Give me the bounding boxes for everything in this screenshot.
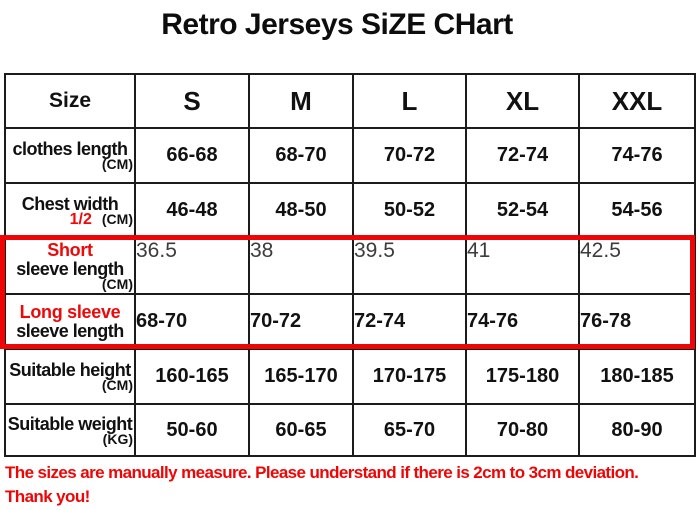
row-label-text: sleeve length [16, 259, 124, 279]
cell-value: 70-72 [352, 127, 467, 184]
cell-value: 80-90 [578, 403, 696, 457]
cell-value: 180-185 [578, 348, 696, 405]
cell-value: 66-68 [134, 127, 250, 184]
cell-value: 39.5 [352, 237, 467, 295]
row-short-sleeve: Short sleeve length (CM) 36.5 38 39.5 41… [4, 237, 696, 295]
cell-value: 70-80 [465, 403, 580, 457]
cell-value: 72-74 [465, 127, 580, 184]
cell-value: 76-78 [578, 293, 696, 350]
cell-value: 68-70 [134, 293, 250, 350]
cell-value: 175-180 [465, 348, 580, 405]
row-label-chest-width: Chest width 1/2 (CM) [4, 182, 136, 239]
row-label-text: clothes length [12, 139, 128, 159]
cell-value: 68-70 [248, 127, 354, 184]
row-label-suitable-height: Suitable height (CM) [4, 348, 136, 405]
row-label-unit: (KG) [102, 430, 133, 447]
footnote-line-2: Thank you! [5, 487, 90, 506]
row-label-clothes-length: clothes length (CM) [4, 127, 136, 184]
cell-value: 70-72 [248, 293, 354, 350]
row-label-unit: (CM) [101, 210, 133, 227]
cell-value: 72-74 [352, 293, 467, 350]
page-title: Retro Jerseys SiZE CHart [161, 8, 513, 41]
header-col-l: L [352, 73, 467, 129]
row-suitable-weight: Suitable weight (KG) 50-60 60-65 65-70 7… [4, 403, 696, 457]
row-long-sleeve: Long sleeve sleeve length 68-70 70-72 72… [4, 293, 696, 350]
footnote: The sizes are manually measure. Please u… [5, 461, 639, 509]
size-chart-table: Size S M L XL XXL clothes length (CM) 66… [4, 73, 696, 457]
cell-value: 60-65 [248, 403, 354, 457]
row-label-unit: (CM) [101, 377, 133, 393]
cell-value: 38 [248, 237, 354, 295]
row-suitable-height: Suitable height (CM) 160-165 165-170 170… [4, 348, 696, 405]
footnote-line-1: The sizes are manually measure. Please u… [5, 463, 639, 482]
cell-value: 41 [465, 237, 580, 295]
table-header-row: Size S M L XL XXL [4, 73, 696, 129]
cell-value: 170-175 [352, 348, 467, 405]
row-label-text: Suitable weight [7, 413, 133, 434]
row-label-short-sleeve: Short sleeve length (CM) [4, 237, 136, 295]
header-col-m: M [248, 73, 354, 129]
row-label-text: sleeve length [16, 320, 124, 341]
row-clothes-length: clothes length (CM) 66-68 68-70 70-72 72… [4, 127, 696, 184]
row-label-long-sleeve: Long sleeve sleeve length [4, 293, 136, 350]
cell-value: 165-170 [248, 348, 354, 405]
header-col-xxl: XXL [578, 73, 696, 129]
row-chest-width: Chest width 1/2 (CM) 46-48 48-50 50-52 5… [4, 182, 696, 239]
row-label-unit: (CM) [101, 276, 133, 292]
cell-value: 54-56 [578, 182, 696, 239]
row-label-accent: Short [47, 240, 93, 260]
row-label-text: Suitable height [9, 360, 131, 380]
row-label-fraction: 1/2 [69, 210, 92, 228]
row-label-suitable-weight: Suitable weight (KG) [4, 403, 136, 457]
row-label-unit: (CM) [101, 156, 133, 172]
row-label-accent: Long sleeve [19, 301, 121, 322]
cell-value: 74-76 [578, 127, 696, 184]
row-label-line2: 1/2 (CM) [7, 210, 133, 228]
cell-value: 65-70 [352, 403, 467, 457]
cell-value: 52-54 [465, 182, 580, 239]
cell-value: 50-60 [134, 403, 250, 457]
cell-value: 74-76 [465, 293, 580, 350]
cell-value: 160-165 [134, 348, 250, 405]
cell-value: 42.5 [578, 237, 696, 295]
cell-value: 50-52 [352, 182, 467, 239]
row-label-text: Chest width [21, 193, 119, 214]
cell-value: 46-48 [134, 182, 250, 239]
header-col-s: S [134, 73, 250, 129]
header-size: Size [4, 73, 136, 129]
cell-value: 36.5 [134, 237, 250, 295]
header-col-xl: XL [465, 73, 580, 129]
cell-value: 48-50 [248, 182, 354, 239]
